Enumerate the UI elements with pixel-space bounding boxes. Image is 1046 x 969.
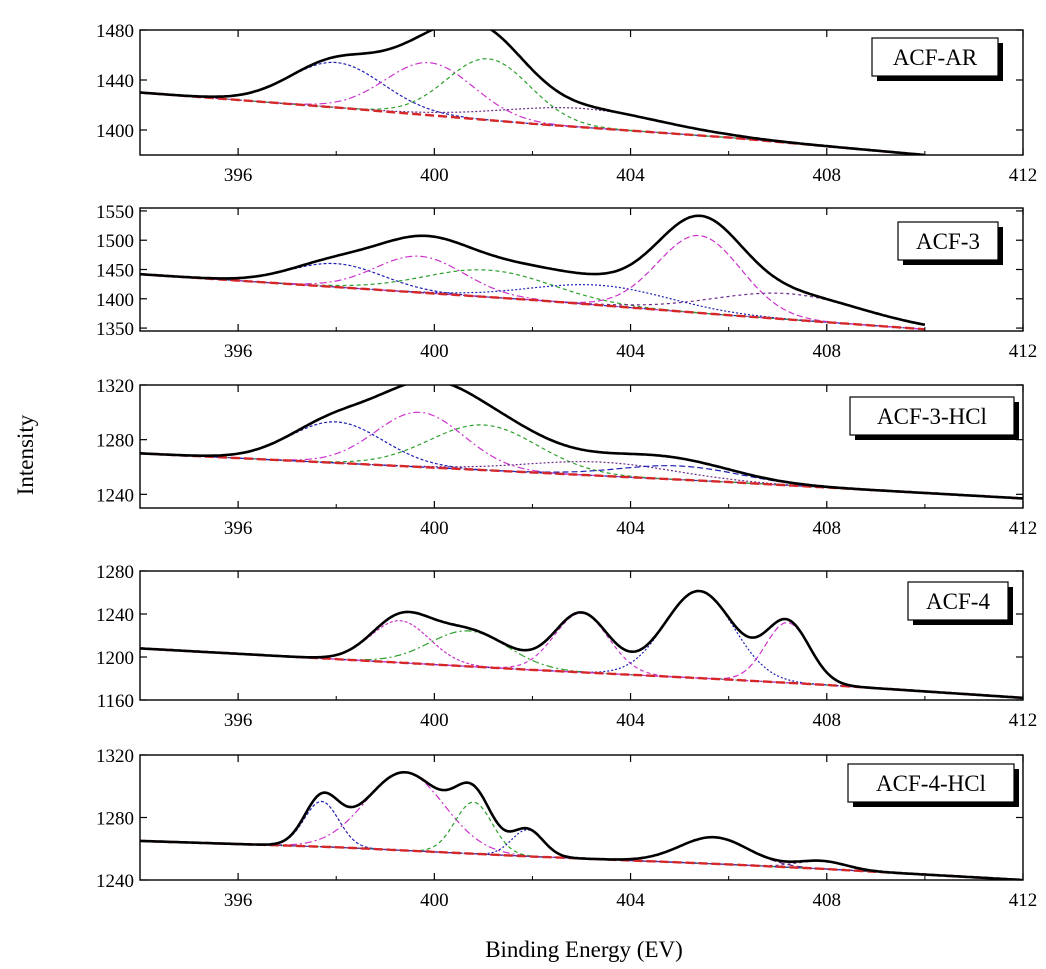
plot-area [140,589,1023,700]
panel-label-box [849,396,1015,436]
component-peak-6 [140,840,1023,880]
component-peak-4 [140,590,1023,699]
plot-area [140,771,1023,880]
plot-frame [139,570,1024,701]
x-tick-label: 408 [813,518,842,539]
envelope-curve [140,214,926,326]
y-tick-label: 1320 [96,376,134,397]
x-tick-label: 404 [616,518,645,539]
x-tick-label: 408 [813,341,842,362]
component-peak-4 [140,273,925,330]
y-tick-label: 1200 [96,648,134,669]
panel-label: ACF-3-HCl [877,404,987,429]
y-tick-label: 1160 [97,691,134,712]
y-tick-label: 1350 [96,319,134,340]
x-tick-label: 412 [1009,518,1038,539]
x-tick-label: 412 [1009,890,1038,911]
envelope-curve [140,771,1023,880]
x-tick-label: 404 [616,165,645,186]
background-line [140,273,925,331]
x-tick-label: 412 [1009,341,1038,362]
component-peak-1 [140,620,1023,699]
y-tick-label: 1240 [96,605,134,626]
panels: 396 400 404 408 412 1400 1440 1480 ACF-AR 396 400 4… [96,21,1037,911]
panel-acf-ar: 396 400 404 408 412 1400 1440 1480 ACF-AR [96,21,1037,186]
y-tick-label: 1280 [96,562,134,583]
y-tick-label: 1500 [96,231,134,252]
plot-frame [139,207,1024,332]
panel-label-box [907,581,1009,621]
background-line [140,91,925,155]
y-tick-label: 1450 [96,261,134,282]
y-tick-label: 1280 [96,809,134,830]
x-tick-label: 396 [224,518,253,539]
panel-acf-3-hcl: 396 400 404 408 412 1240 1280 1320 ACF-3-HCl [96,376,1037,539]
component-peak-6 [140,273,925,326]
x-tick-label: 396 [224,165,253,186]
background-line [140,839,1023,880]
panel-acf-4-hcl: 396 400 404 408 412 1240 1280 1320 ACF-4-HCl [96,746,1037,911]
x-tick-label: 404 [616,710,645,731]
x-tick-label: 400 [420,890,449,911]
component-peak-3 [140,801,1023,880]
y-tick-label: 1240 [96,485,134,506]
y-tick-label: 1400 [96,290,134,311]
panel-label-box [871,37,999,77]
envelope-curve [140,589,1023,700]
panel-acf-3: 396 400 404 408 412 1350 1400 1450 1500 1550 ACF-3 [96,202,1037,362]
x-tick-label: 412 [1009,165,1038,186]
envelope-curve [140,385,1023,500]
panel-label: ACF-4-HCl [876,771,986,796]
panel-label-box [847,763,1015,803]
x-tick-label: 412 [1009,710,1038,731]
x-tick-label: 408 [813,165,842,186]
panel-label: ACF-AR [893,45,978,70]
y-tick-label: 1550 [96,202,134,223]
x-tick-label: 400 [420,518,449,539]
x-tick-label: 396 [224,710,253,731]
x-axis-title: Binding Energy (EV) [485,937,683,962]
x-tick-label: 404 [616,890,645,911]
y-tick-label: 1480 [96,21,134,42]
panel-label: ACF-3 [916,229,980,254]
y-tick-label: 1400 [96,121,134,142]
panel-label-box [897,221,999,261]
x-tick-label: 404 [616,341,645,362]
x-tick-label: 396 [224,341,253,362]
component-peak-3 [140,58,925,155]
plot-area [140,214,926,331]
x-tick-label: 400 [420,710,449,731]
panel-acf-4: 396 400 404 408 412 1160 1200 1240 1280 ACF-4 [96,562,1037,731]
component-peak-5 [140,621,1023,699]
component-peak-1 [140,262,925,330]
y-tick-label: 1240 [96,871,134,892]
plot-frame [139,29,1024,156]
plot-area [140,30,926,155]
x-tick-label: 400 [420,165,449,186]
x-tick-label: 408 [813,710,842,731]
y-tick-label: 1320 [96,746,134,767]
x-tick-label: 396 [224,890,253,911]
y-tick-label: 1280 [96,431,134,452]
plot-frame [139,384,1024,509]
component-peak-1 [140,800,1023,880]
plot-area [140,385,1023,500]
y-tick-label: 1440 [96,71,134,92]
panel-label: ACF-4 [926,589,990,614]
y-axis-title: Intensity [13,414,38,495]
x-tick-label: 408 [813,890,842,911]
x-tick-label: 400 [420,341,449,362]
envelope-curve [140,30,926,155]
